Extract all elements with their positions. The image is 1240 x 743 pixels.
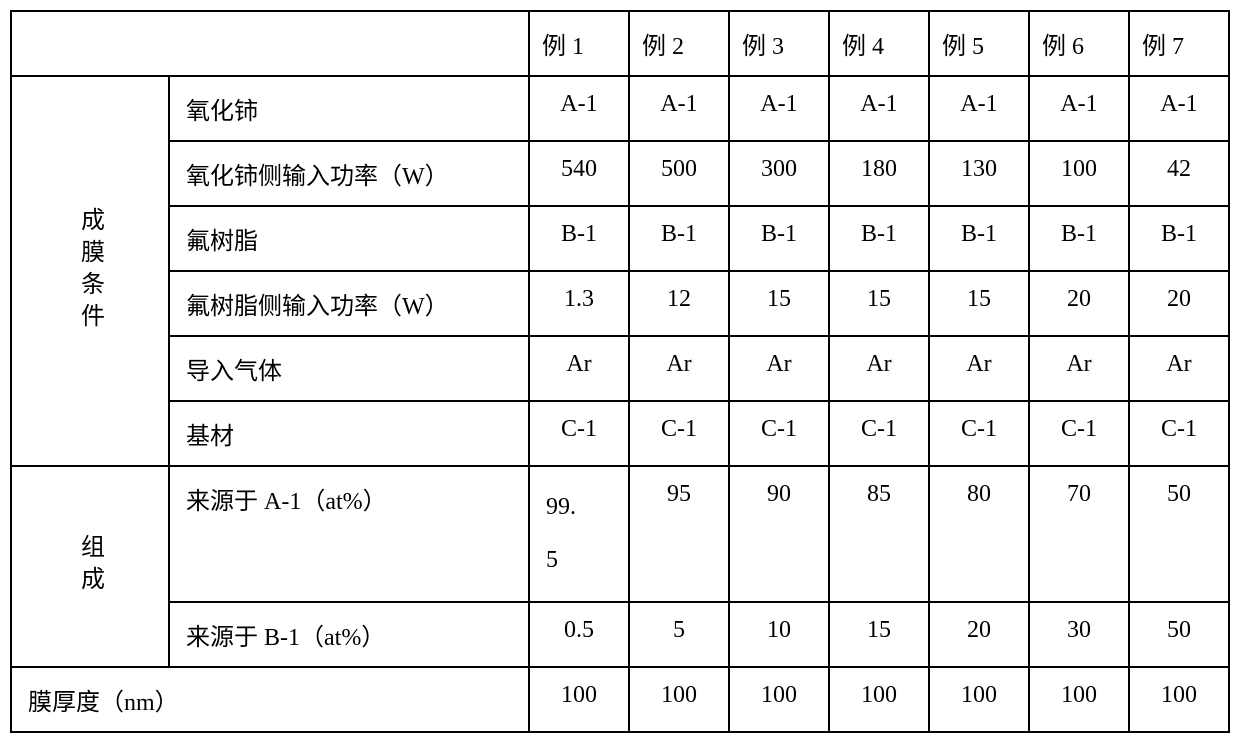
table-row: 成膜条件 氧化铈 A-1 A-1 A-1 A-1 A-1 A-1 A-1 <box>11 76 1229 141</box>
table-row: 氟树脂 B-1 B-1 B-1 B-1 B-1 B-1 B-1 <box>11 206 1229 271</box>
data-cell: C-1 <box>629 401 729 466</box>
data-cell: 0.5 <box>529 602 629 667</box>
data-cell: 20 <box>929 602 1029 667</box>
data-cell: 30 <box>1029 602 1129 667</box>
data-cell: C-1 <box>1129 401 1229 466</box>
data-cell: 10 <box>729 602 829 667</box>
data-cell: B-1 <box>929 206 1029 271</box>
data-cell: 50 <box>1129 602 1229 667</box>
data-cell: 15 <box>829 271 929 336</box>
data-cell: C-1 <box>529 401 629 466</box>
data-cell: 100 <box>729 667 829 732</box>
col-header-4: 例 4 <box>829 11 929 76</box>
data-cell: A-1 <box>529 76 629 141</box>
data-cell: Ar <box>929 336 1029 401</box>
footer-label: 膜厚度（nm） <box>11 667 529 732</box>
data-cell: A-1 <box>629 76 729 141</box>
row-label: 氟树脂侧输入功率（W） <box>169 271 529 336</box>
data-cell: 100 <box>929 667 1029 732</box>
data-cell: 5 <box>629 602 729 667</box>
data-cell: 90 <box>729 466 829 602</box>
row-label: 导入气体 <box>169 336 529 401</box>
data-cell: 99.5 <box>529 466 629 602</box>
row-label: 来源于 B-1（at%） <box>169 602 529 667</box>
data-cell: 20 <box>1129 271 1229 336</box>
data-cell: 42 <box>1129 141 1229 206</box>
data-cell: C-1 <box>1029 401 1129 466</box>
col-header-5: 例 5 <box>929 11 1029 76</box>
footer-row: 膜厚度（nm） 100 100 100 100 100 100 100 <box>11 667 1229 732</box>
data-cell: 100 <box>1029 667 1129 732</box>
row-label: 氧化铈侧输入功率（W） <box>169 141 529 206</box>
data-cell: 130 <box>929 141 1029 206</box>
col-header-1: 例 1 <box>529 11 629 76</box>
table-row: 氟树脂侧输入功率（W） 1.3 12 15 15 15 20 20 <box>11 271 1229 336</box>
data-cell: 100 <box>629 667 729 732</box>
data-cell: 95 <box>629 466 729 602</box>
data-cell: 20 <box>1029 271 1129 336</box>
data-cell: Ar <box>729 336 829 401</box>
table-row: 来源于 B-1（at%） 0.5 5 10 15 20 30 50 <box>11 602 1229 667</box>
data-cell: 70 <box>1029 466 1129 602</box>
data-cell: 500 <box>629 141 729 206</box>
section-label-2: 组成 <box>11 466 169 667</box>
col-header-2: 例 2 <box>629 11 729 76</box>
data-cell: 100 <box>529 667 629 732</box>
data-cell: 300 <box>729 141 829 206</box>
data-cell: 80 <box>929 466 1029 602</box>
data-cell: A-1 <box>729 76 829 141</box>
table-row: 组成 来源于 A-1（at%） 99.5 95 90 85 80 70 50 <box>11 466 1229 602</box>
data-cell: 1.3 <box>529 271 629 336</box>
data-cell: Ar <box>629 336 729 401</box>
data-cell: B-1 <box>529 206 629 271</box>
row-label: 氧化铈 <box>169 76 529 141</box>
data-cell: 15 <box>829 602 929 667</box>
data-cell: C-1 <box>729 401 829 466</box>
data-cell: A-1 <box>1029 76 1129 141</box>
blank-header-cell <box>11 11 529 76</box>
data-cell: 100 <box>829 667 929 732</box>
table-row: 氧化铈侧输入功率（W） 540 500 300 180 130 100 42 <box>11 141 1229 206</box>
data-cell: B-1 <box>1029 206 1129 271</box>
data-cell: 85 <box>829 466 929 602</box>
data-cell: Ar <box>829 336 929 401</box>
data-cell: C-1 <box>829 401 929 466</box>
row-label: 氟树脂 <box>169 206 529 271</box>
data-cell: B-1 <box>1129 206 1229 271</box>
data-cell: 50 <box>1129 466 1229 602</box>
data-cell: C-1 <box>929 401 1029 466</box>
data-cell: A-1 <box>929 76 1029 141</box>
data-cell: A-1 <box>829 76 929 141</box>
data-cell: 15 <box>929 271 1029 336</box>
data-cell: B-1 <box>629 206 729 271</box>
data-cell: 540 <box>529 141 629 206</box>
data-cell: B-1 <box>729 206 829 271</box>
data-cell: B-1 <box>829 206 929 271</box>
data-cell: 100 <box>1029 141 1129 206</box>
data-cell: 180 <box>829 141 929 206</box>
col-header-7: 例 7 <box>1129 11 1229 76</box>
col-header-3: 例 3 <box>729 11 829 76</box>
data-cell: A-1 <box>1129 76 1229 141</box>
data-cell: Ar <box>1129 336 1229 401</box>
data-cell: 12 <box>629 271 729 336</box>
row-label: 来源于 A-1（at%） <box>169 466 529 602</box>
table-row: 基材 C-1 C-1 C-1 C-1 C-1 C-1 C-1 <box>11 401 1229 466</box>
data-cell: 15 <box>729 271 829 336</box>
data-cell: Ar <box>529 336 629 401</box>
header-row: 例 1 例 2 例 3 例 4 例 5 例 6 例 7 <box>11 11 1229 76</box>
data-table: 例 1 例 2 例 3 例 4 例 5 例 6 例 7 成膜条件 氧化铈 A-1… <box>10 10 1230 733</box>
data-cell: 100 <box>1129 667 1229 732</box>
row-label: 基材 <box>169 401 529 466</box>
data-cell: Ar <box>1029 336 1129 401</box>
table-row: 导入气体 Ar Ar Ar Ar Ar Ar Ar <box>11 336 1229 401</box>
col-header-6: 例 6 <box>1029 11 1129 76</box>
section-label-1: 成膜条件 <box>11 76 169 466</box>
